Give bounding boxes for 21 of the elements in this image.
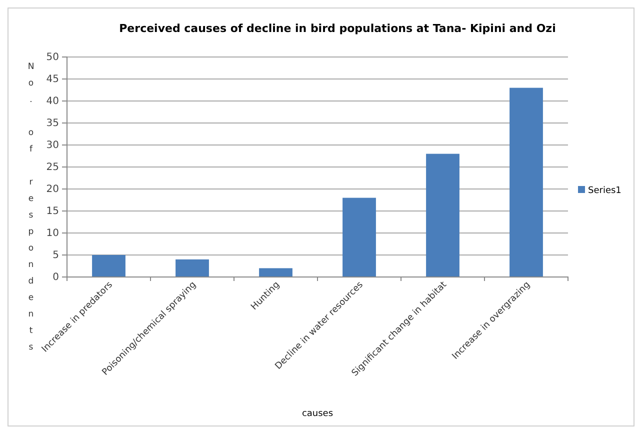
legend-label: Series1	[588, 186, 622, 196]
y-tick-label: 50	[46, 52, 59, 64]
y-tick-label: 10	[46, 228, 59, 240]
y-tick-label: 45	[46, 74, 59, 86]
x-axis-title: causes	[302, 409, 334, 419]
y-axis-title: No. of respondents	[26, 62, 36, 359]
y-tick-label: 35	[46, 118, 59, 130]
y-tick-label: 20	[46, 184, 59, 196]
bar	[176, 259, 209, 277]
bar	[426, 154, 460, 277]
bar	[510, 88, 543, 277]
bar	[92, 255, 126, 277]
y-tick-label: 15	[46, 206, 59, 218]
y-tick-label: 5	[52, 250, 59, 262]
bar	[259, 268, 292, 277]
y-tick-label: 25	[46, 162, 59, 174]
y-tick-label: 30	[46, 140, 59, 152]
chart-title: Perceived causes of decline in bird populations at Tana- Kipini and Ozi	[119, 22, 556, 35]
bar	[342, 198, 376, 277]
y-tick-label: 0	[52, 272, 59, 284]
y-tick-label: 40	[46, 96, 59, 108]
